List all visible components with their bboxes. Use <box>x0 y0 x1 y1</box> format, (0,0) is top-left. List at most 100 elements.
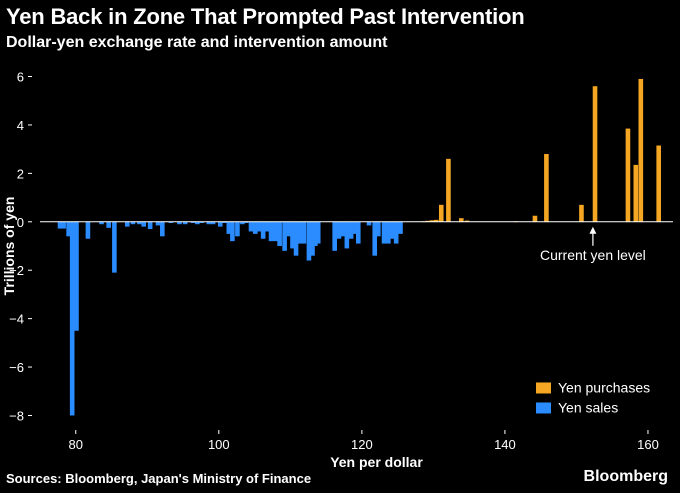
legend-label-purchases: Yen purchases <box>558 379 650 395</box>
sale-bar <box>355 221 361 244</box>
sale-bar <box>306 221 312 261</box>
sale-bar <box>66 221 71 237</box>
sale-bar <box>277 221 282 246</box>
bar-series <box>57 78 661 416</box>
sale-bar <box>290 221 295 249</box>
sale-bar <box>285 221 291 237</box>
legend-label-sales: Yen sales <box>558 399 618 415</box>
y-tick-label: −6 <box>9 360 24 375</box>
sale-bar <box>273 221 278 242</box>
purchase-bar <box>592 86 598 222</box>
purchase-bar <box>656 145 661 222</box>
y-axis-ticks: 6 4 2 0 −2 −4 −6 −8 <box>9 70 32 423</box>
sale-bar <box>235 221 240 237</box>
sale-bar <box>260 221 266 239</box>
sale-bar <box>310 221 315 256</box>
annotation-arrow-head <box>589 226 597 234</box>
y-tick-label: 4 <box>17 118 24 133</box>
sale-bar <box>366 221 372 226</box>
sale-bar <box>69 221 75 416</box>
sale-bar <box>256 221 262 232</box>
sale-bar <box>74 221 79 331</box>
sale-bar <box>190 221 196 223</box>
chart-title: Yen Back in Zone That Prompted Past Inte… <box>6 4 525 29</box>
source-note: Sources: Bloomberg, Japan's Ministry of … <box>6 471 312 486</box>
sale-bar <box>252 221 258 234</box>
sale-bar <box>298 221 303 244</box>
x-tick-label: 100 <box>208 437 230 452</box>
sale-bar <box>217 221 223 227</box>
y-tick-label: −8 <box>9 408 24 423</box>
x-tick-label: 120 <box>351 437 373 452</box>
sale-bar <box>336 221 342 239</box>
sale-bar <box>130 221 136 225</box>
purchase-bar <box>633 164 639 222</box>
y-axis-label: Trillions of yen <box>1 197 17 296</box>
x-axis-label: Yen per dollar <box>330 454 423 470</box>
purchase-bar <box>433 219 439 222</box>
sale-bar <box>137 221 142 225</box>
sale-bar <box>248 221 254 232</box>
annotation-label: Current yen level <box>540 247 646 263</box>
sale-bar <box>226 221 232 234</box>
purchase-bar <box>446 158 451 222</box>
sale-bar <box>390 221 395 239</box>
sale-bar <box>243 221 249 223</box>
sale-bar <box>386 221 391 244</box>
legend: Yen purchases Yen sales <box>536 379 650 415</box>
sale-bar <box>340 221 346 237</box>
sale-bar <box>210 221 216 225</box>
sale-bar <box>177 221 182 225</box>
sale-bar <box>222 221 227 223</box>
purchase-bar <box>625 128 631 222</box>
legend-swatch-sales <box>536 402 551 414</box>
purchase-bar <box>544 154 549 222</box>
sale-bar <box>124 221 130 227</box>
sale-bar <box>376 221 381 237</box>
sale-bar <box>301 221 307 244</box>
sale-bar <box>398 221 403 234</box>
sale-bar <box>195 221 200 225</box>
sale-bar <box>155 221 161 226</box>
purchase-bar <box>458 218 464 222</box>
purchase-bar <box>638 78 644 222</box>
sale-bar <box>57 221 63 229</box>
bloomberg-logo: Bloomberg <box>583 468 668 485</box>
sale-bar <box>332 221 337 251</box>
purchase-bar <box>464 220 470 222</box>
sale-bar <box>348 221 354 239</box>
sale-bar <box>99 221 104 225</box>
sale-bar <box>182 221 188 225</box>
sale-bar <box>199 221 204 223</box>
sale-bar <box>85 221 91 239</box>
x-tick-label: 80 <box>69 437 83 452</box>
purchase-bar <box>532 215 538 222</box>
sale-bar <box>372 221 378 256</box>
y-tick-label: 2 <box>17 166 24 181</box>
y-tick-label: −4 <box>9 312 24 327</box>
y-tick-label: 6 <box>17 70 24 85</box>
sale-bar <box>265 221 270 232</box>
sale-bar <box>206 221 212 225</box>
legend-swatch-purchases <box>536 382 551 394</box>
sale-bar <box>393 221 399 244</box>
x-tick-label: 160 <box>637 437 659 452</box>
sale-bar <box>344 221 350 249</box>
purchase-bar <box>438 204 444 222</box>
sale-bar <box>160 221 165 237</box>
sale-bar <box>353 221 358 234</box>
sale-bar <box>112 221 117 273</box>
sale-bar <box>315 221 321 244</box>
sale-bar <box>313 221 318 246</box>
y-tick-label: 0 <box>17 215 24 230</box>
sale-bar <box>147 221 153 230</box>
x-axis-ticks: 80 100 120 140 160 <box>69 430 659 452</box>
sale-bar <box>268 221 274 242</box>
sale-bar <box>168 221 174 223</box>
sale-bar <box>282 221 287 251</box>
chart-subtitle: Dollar-yen exchange rate and interventio… <box>6 34 388 51</box>
y-tick-label: −2 <box>9 263 24 278</box>
x-tick-label: 140 <box>494 437 516 452</box>
sale-bar <box>230 221 235 242</box>
